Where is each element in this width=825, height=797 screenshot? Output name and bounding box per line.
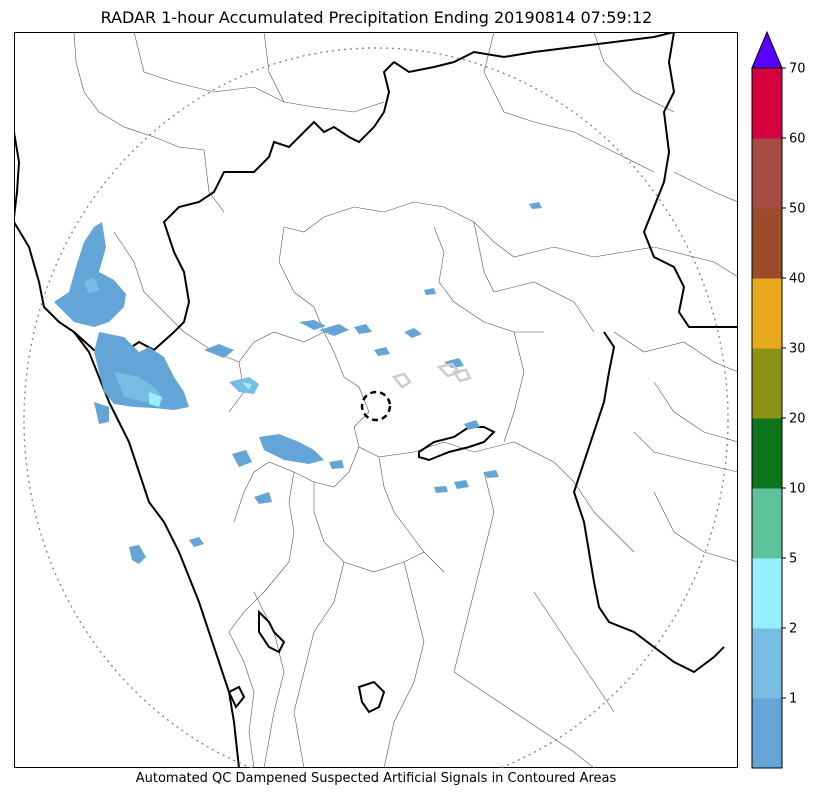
map-title: RADAR 1-hour Accumulated Precipitation E…	[100, 8, 653, 27]
precipitation-echoes	[54, 202, 542, 564]
colorbar-tick-label: 70	[789, 62, 806, 77]
qc-contours	[391, 362, 472, 389]
colorbar-tick-label: 60	[789, 132, 806, 147]
colorbar-segment	[752, 418, 782, 489]
colorbar-segment	[752, 628, 782, 699]
colorbar-segment	[752, 348, 782, 419]
colorbar-tick-label: 1	[789, 692, 797, 707]
colorbar-tick-label: 5	[789, 552, 797, 567]
radar-map	[14, 32, 738, 768]
colorbar-tick-label: 50	[789, 202, 806, 217]
colorbar-segment	[752, 558, 782, 629]
radar-site-marker	[360, 390, 392, 422]
colorbar-tick-label: 30	[789, 342, 806, 357]
state-borders	[14, 32, 738, 768]
colorbar-segment	[752, 488, 782, 559]
colorbar-tick-label: 20	[789, 412, 806, 427]
colorbar-tick-label: 40	[789, 272, 806, 287]
colorbar-segment	[752, 138, 782, 209]
colorbar-tick-label: 2	[789, 622, 797, 637]
colorbar-segment	[752, 68, 782, 139]
district-borders	[73, 32, 738, 768]
range-ring	[23, 47, 729, 768]
colorbar-extend-arrow	[751, 30, 783, 69]
colorbar-segment	[752, 208, 782, 279]
colorbar-tick-label: 10	[789, 482, 806, 497]
colorbar-segment	[752, 698, 782, 769]
colorbar-segment	[752, 278, 782, 349]
qc-caption: Automated QC Dampened Suspected Artifici…	[135, 771, 617, 786]
colorbar-frame	[751, 67, 783, 769]
colorbar: 1 2 5 10 20 30 40 50 60 70	[751, 30, 806, 769]
